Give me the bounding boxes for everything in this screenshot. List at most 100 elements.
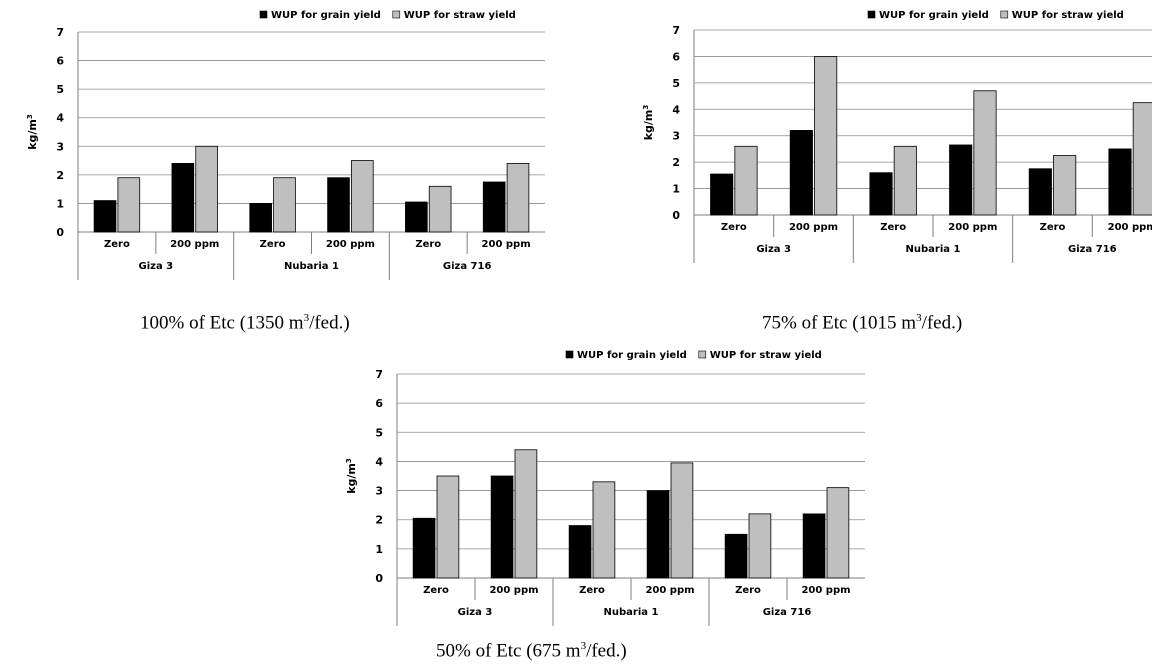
y-tick-label: 7 <box>56 26 64 39</box>
bar-grain-yield <box>789 130 813 216</box>
bar-straw-yield <box>506 163 530 233</box>
x-category-label: Zero <box>579 585 605 596</box>
y-tick-label: 5 <box>375 426 383 439</box>
x-category-label: Zero <box>415 239 441 250</box>
light-square-icon <box>392 10 401 19</box>
x-category-label: 200 ppm <box>1108 222 1152 233</box>
light-square-icon <box>1000 10 1009 19</box>
x-category-label: Zero <box>735 585 761 596</box>
y-tick-label: 0 <box>56 226 64 239</box>
y-tick-label: 1 <box>375 543 383 556</box>
y-tick-label: 4 <box>375 455 383 468</box>
y-tick-label: 5 <box>56 83 64 96</box>
y-tick-label: 2 <box>672 156 680 169</box>
bar-grain-yield <box>710 173 734 216</box>
filled-square-icon <box>867 10 876 19</box>
x-group-label: Giza 716 <box>1068 244 1117 255</box>
x-category-label: 200 ppm <box>326 239 375 250</box>
bar-straw-yield <box>826 487 850 579</box>
y-tick-label: 7 <box>375 368 383 381</box>
chart-etc-75: 0 1 2 3 4 5 6 7 kg/m3 Zero 200 ppm Zero 200 ppm Zero 2… <box>642 10 1152 263</box>
x-group-label: Nubaria 1 <box>604 607 659 618</box>
x-category-label: Zero <box>880 222 906 233</box>
bar-grain-yield <box>949 144 973 216</box>
y-tick-label: 2 <box>56 169 64 182</box>
bar-grain-yield <box>724 533 748 579</box>
bar-grain-yield <box>869 172 893 216</box>
y-tick-label: 0 <box>375 572 383 585</box>
y-tick-label: 2 <box>375 514 383 527</box>
y-tick-label: 1 <box>672 183 680 196</box>
light-square-icon <box>698 350 707 359</box>
x-category-label: 200 ppm <box>170 239 219 250</box>
bar-grain-yield <box>1108 148 1132 216</box>
bar-straw-yield <box>748 513 772 579</box>
bar-straw-yield <box>973 90 997 216</box>
chart-caption-etc-100: 100% of Etc (1350 m3/fed.) <box>140 312 350 334</box>
y-tick-label: 0 <box>672 209 680 222</box>
x-group-label: Nubaria 1 <box>906 244 961 255</box>
bar-straw-yield <box>1053 155 1077 216</box>
bar-grain-yield <box>327 177 350 233</box>
bar-grain-yield <box>405 201 428 233</box>
bar-grain-yield <box>1028 168 1052 216</box>
bar-grain-yield <box>802 513 826 579</box>
bar-straw-yield <box>428 185 452 233</box>
legend-label: WUP for straw yield <box>710 350 822 361</box>
x-category-label: Zero <box>423 585 449 596</box>
y-tick-label: 4 <box>672 103 680 116</box>
bar-grain-yield <box>490 475 514 579</box>
bar-straw-yield <box>592 481 616 579</box>
filled-square-icon <box>259 10 268 19</box>
bar-straw-yield <box>814 56 838 216</box>
y-tick-label: 6 <box>56 55 64 68</box>
filled-square-icon <box>565 350 574 359</box>
chart-caption-etc-75: 75% of Etc (1015 m3/fed.) <box>762 312 963 334</box>
x-group-label: Giza 3 <box>139 261 174 272</box>
bar-straw-yield <box>195 145 218 233</box>
bar-straw-yield <box>1132 102 1152 216</box>
legend-label: WUP for grain yield <box>577 350 687 361</box>
chart-caption-etc-50: 50% of Etc (675 m3/fed.) <box>436 640 627 662</box>
bar-straw-yield <box>670 462 694 579</box>
legend-label: WUP for straw yield <box>404 10 516 21</box>
bar-straw-yield <box>351 160 374 233</box>
bar-straw-yield <box>734 145 758 216</box>
y-tick-label: 7 <box>672 24 680 37</box>
bar-grain-yield <box>568 525 592 579</box>
y-axis-label: kg/m3 <box>26 114 39 150</box>
x-category-label: 200 ppm <box>489 585 538 596</box>
y-axis-label: kg/m3 <box>345 458 358 494</box>
bar-straw-yield <box>436 475 460 579</box>
y-tick-label: 6 <box>672 50 680 63</box>
bar-grain-yield <box>412 517 436 579</box>
y-tick-label: 3 <box>56 140 64 153</box>
x-category-label: 200 ppm <box>645 585 694 596</box>
x-category-label: Zero <box>721 222 747 233</box>
bar-straw-yield <box>893 145 917 216</box>
x-category-label: 200 ppm <box>948 222 997 233</box>
legend-label: WUP for grain yield <box>271 10 381 21</box>
x-group-label: Giza 716 <box>443 261 492 272</box>
bar-straw-yield <box>273 177 296 233</box>
legend-label: WUP for straw yield <box>1012 10 1124 21</box>
x-category-label: 200 ppm <box>801 585 850 596</box>
x-group-label: Giza 3 <box>458 607 493 618</box>
y-tick-label: 6 <box>375 397 383 410</box>
bar-grain-yield <box>171 163 195 233</box>
x-category-label: Zero <box>260 239 286 250</box>
bar-grain-yield <box>93 200 117 233</box>
bar-straw-yield <box>117 177 141 233</box>
chart-etc-100: 0 1 2 3 4 5 6 7 kg/m3 Zero 200 ppm Zero 200 ppm Zero 2… <box>26 10 545 280</box>
bar-grain-yield <box>646 490 670 579</box>
x-category-label: 200 ppm <box>789 222 838 233</box>
bar-grain-yield <box>249 203 272 233</box>
x-group-label: Giza 716 <box>763 607 812 618</box>
bar-straw-yield <box>514 449 538 579</box>
y-tick-label: 3 <box>672 130 680 143</box>
y-axis-label: kg/m3 <box>642 105 655 141</box>
x-category-label: Zero <box>1040 222 1066 233</box>
x-group-label: Giza 3 <box>756 244 791 255</box>
y-tick-label: 5 <box>672 77 680 90</box>
y-tick-label: 4 <box>56 112 64 125</box>
